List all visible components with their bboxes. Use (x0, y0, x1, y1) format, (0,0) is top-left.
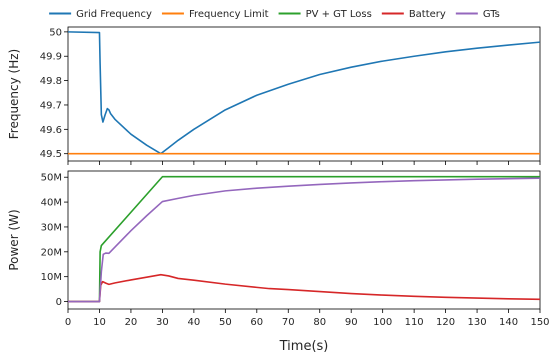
time-x-tick-label: 50 (219, 317, 232, 328)
power-y-axis-title: Power (W) (7, 209, 21, 270)
time-x-axis-title: Time(s) (279, 339, 329, 354)
power-series-group (68, 175, 541, 303)
power-y-tick-label: 0 (56, 297, 62, 308)
frequency-y-tick-label: 49.7 (40, 100, 62, 111)
time-x-tick-label: 20 (125, 317, 138, 328)
chart-legend: Grid Frequency Frequency Limit PV + GT Los… (49, 9, 500, 20)
time-x-ticks: 0 10 20 30 40 50 60 70 80 90 100 110 120 130 140 150 (65, 309, 549, 328)
frequency-panel-frame (67, 26, 541, 162)
time-x-tick-label: 100 (373, 317, 392, 328)
grid-frequency-line (67, 31, 541, 155)
power-y-tick-label: 50M (41, 173, 62, 184)
time-x-tick-label: 60 (250, 317, 263, 328)
gts-line (68, 177, 541, 303)
time-x-tick-label: 80 (313, 317, 326, 328)
power-y-tick-label: 30M (41, 222, 62, 233)
time-x-tick-label: 120 (436, 317, 455, 328)
pv-gt-loss-line (68, 175, 540, 303)
frequency-y-ticks: 49.5 49.6 49.7 49.8 49.9 50 (40, 27, 541, 165)
legend-label-grid-frequency: Grid Frequency (76, 9, 152, 20)
time-x-tick-label: 0 (65, 317, 71, 328)
time-x-tick-label: 40 (187, 317, 200, 328)
power-y-tick-label: 10M (41, 272, 62, 283)
battery-line (68, 273, 541, 303)
legend-label-gts: GTs (483, 9, 500, 20)
power-y-tick-label: 40M (41, 198, 62, 209)
time-x-tick-label: 10 (93, 317, 106, 328)
power-y-tick-label: 20M (41, 247, 62, 258)
frequency-y-tick-label: 49.6 (40, 125, 62, 136)
power-panel-frame (67, 170, 541, 310)
time-x-tick-label: 90 (345, 317, 358, 328)
legend-label-battery: Battery (409, 9, 446, 20)
frequency-y-tick-label: 49.8 (40, 76, 62, 87)
legend-label-frequency-limit: Frequency Limit (189, 9, 269, 20)
power-y-ticks: 0 10M 20M 30M 40M 50M (41, 173, 68, 308)
legend-label-pv-gt-loss: PV + GT Loss (306, 9, 372, 20)
frequency-y-tick-label: 49.5 (40, 149, 62, 160)
frequency-y-axis-title: Frequency (Hz) (7, 49, 21, 140)
time-x-tick-label: 70 (282, 317, 295, 328)
frequency-panel: 49.5 49.6 49.7 49.8 49.9 50 Frequency (Hz) (7, 26, 541, 165)
power-panel: 0 10M 20M 30M 40M 50M 0 10 20 30 40 50 60 70 80 90 100 1… (7, 170, 549, 354)
time-x-tick-label: 30 (156, 317, 169, 328)
time-x-tick-label: 140 (499, 317, 518, 328)
time-x-tick-label: 150 (530, 317, 549, 328)
frequency-y-tick-label: 50 (49, 27, 62, 38)
time-x-tick-label: 110 (405, 317, 424, 328)
frequency-y-tick-label: 49.9 (40, 52, 62, 63)
frequency-series-group (67, 31, 541, 155)
time-x-tick-label: 130 (468, 317, 487, 328)
